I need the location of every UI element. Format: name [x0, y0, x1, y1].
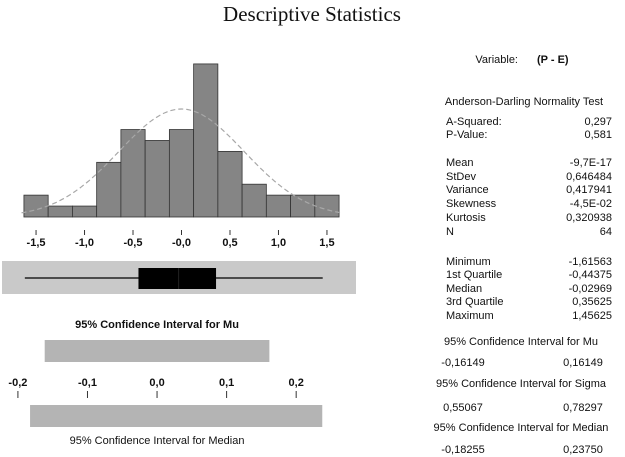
interval-label: 95% Confidence Interval for Median — [70, 435, 245, 447]
stat-label: StDev — [446, 171, 476, 183]
interval-label: 95% Confidence Interval for Mu — [75, 319, 239, 331]
stat-value: 0,581 — [584, 129, 612, 141]
x-tick-label: -1,5 — [27, 237, 46, 249]
section-title: 95% Confidence Interval for Mu — [444, 336, 598, 348]
stat-label: Mean — [446, 157, 474, 169]
variable-label: Variable: — [475, 54, 518, 66]
stat-value: 0,55067 — [443, 402, 483, 414]
stat-value: 0,78297 — [563, 402, 603, 414]
interval-bar — [44, 340, 270, 362]
x-tick-label: 1,0 — [271, 237, 286, 249]
x-tick-label: -0,0 — [172, 237, 191, 249]
histogram-bar — [314, 194, 340, 218]
stat-label: A-Squared: — [446, 116, 502, 128]
stat-label: 3rd Quartile — [446, 296, 503, 308]
x-tick-label: 0,2 — [289, 377, 304, 389]
section-title: Anderson-Darling Normality Test — [445, 96, 603, 108]
histogram-bar — [217, 150, 243, 218]
x-tick-label: -1,0 — [75, 237, 94, 249]
histogram-bar — [47, 205, 73, 218]
stat-label: Variance — [446, 184, 489, 196]
stat-value: -0,18255 — [441, 444, 484, 456]
stat-label: Kurtosis — [446, 212, 486, 224]
section-title: 95% Confidence Interval for Median — [434, 422, 609, 434]
x-tick-label: 1,5 — [319, 237, 334, 249]
stat-label: P-Value: — [446, 129, 487, 141]
histogram-bar — [72, 205, 98, 218]
variable-name: (P - E) — [537, 54, 569, 66]
histogram-bar — [193, 63, 219, 218]
x-tick-label: 0,0 — [149, 377, 164, 389]
x-tick-label: 0,1 — [219, 377, 234, 389]
stat-value: 0,297 — [584, 116, 612, 128]
interval-bar — [30, 405, 323, 427]
stat-value: 64 — [600, 226, 612, 238]
histogram-bar — [290, 194, 316, 218]
section-title: 95% Confidence Interval for Sigma — [436, 378, 607, 390]
histogram-bar — [241, 183, 267, 218]
stat-label: N — [446, 226, 454, 238]
stat-value: -0,02969 — [569, 283, 612, 295]
x-tick-label: -0,1 — [78, 377, 97, 389]
histogram-bar — [96, 161, 122, 218]
x-tick-label: 0,5 — [222, 237, 237, 249]
histogram-bar — [168, 129, 195, 218]
stat-value: -0,44375 — [569, 269, 612, 281]
stat-value: 0,23750 — [563, 444, 603, 456]
stat-value: 0,646484 — [566, 171, 612, 183]
histogram-bar — [23, 194, 49, 218]
stat-value: 0,16149 — [563, 357, 603, 369]
x-tick-label: -0,5 — [124, 237, 143, 249]
histogram-bar — [120, 129, 146, 218]
stat-value: -0,16149 — [441, 357, 484, 369]
x-tick-label: -0,2 — [8, 377, 27, 389]
normal-curve — [21, 108, 342, 214]
stat-value: -4,5E-02 — [570, 198, 612, 210]
stat-label: Maximum — [446, 310, 494, 322]
stat-value: -1,61563 — [569, 256, 612, 268]
stat-label: Minimum — [446, 256, 491, 268]
stat-label: Skewness — [446, 198, 497, 210]
box — [138, 268, 217, 289]
histogram-bar — [265, 194, 291, 218]
stat-value: 0,320938 — [566, 212, 612, 224]
stat-label: 1st Quartile — [446, 269, 502, 281]
page-title: Descriptive Statistics — [223, 2, 401, 26]
stat-value: -9,7E-17 — [570, 157, 612, 169]
stat-label: Median — [446, 283, 482, 295]
histogram-bar — [144, 140, 170, 218]
stat-value: 0,35625 — [572, 296, 612, 308]
stat-value: 1,45625 — [572, 310, 612, 322]
stat-value: 0,417941 — [566, 184, 612, 196]
